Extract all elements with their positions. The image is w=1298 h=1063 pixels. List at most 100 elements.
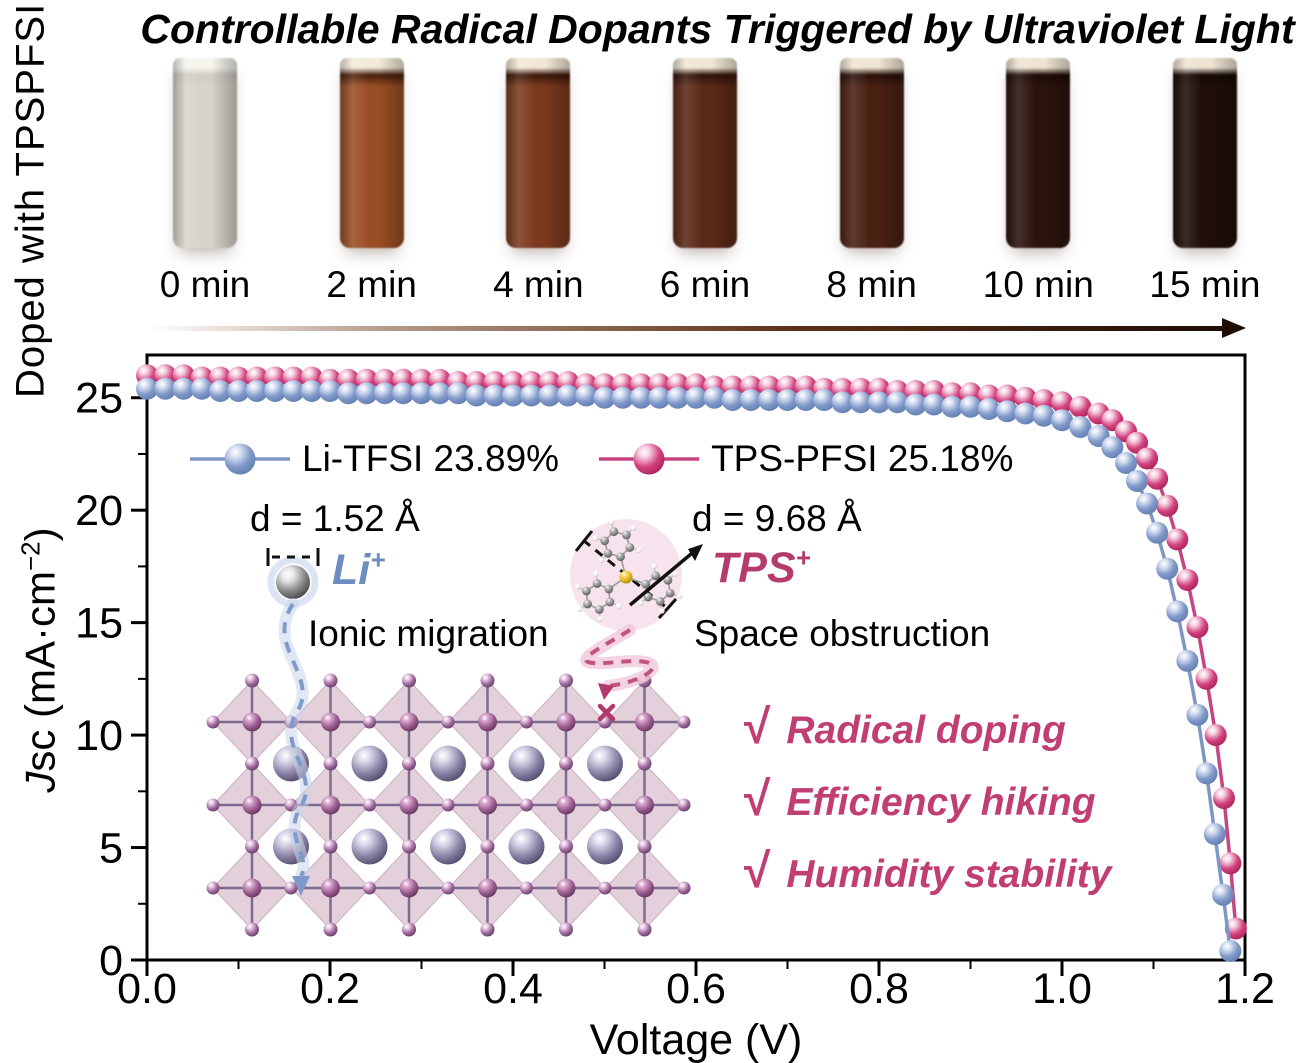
lattice-atom-small [441,798,455,812]
lattice-atom-small [206,715,220,729]
checkmark-icon: √ [744,701,771,754]
legend-marker [190,443,290,475]
lattice-atom-b-site [556,795,576,815]
vial-photo-0-min [173,58,237,248]
data-point-marker [593,386,616,409]
highlight-row: √ Humidity stability [744,844,1111,899]
data-point-marker [1136,447,1159,470]
figure-title: Controllable Radical Dopants Triggered b… [140,6,1295,52]
li-ion-sphere [266,548,320,608]
space-obstruction-arrow-head [598,683,614,700]
atom-h [574,584,581,590]
highlight-text: Humidity stability [786,853,1112,896]
lattice-atom-small [598,881,612,895]
lattice-atom-b-site [556,878,576,898]
distance-arrow-head [688,544,703,561]
lattice-atom-b-site [242,712,262,732]
atom-c [583,599,592,609]
atom-c [603,548,613,558]
vial-time-label: 2 min [326,264,417,305]
li-distance-label: d = 1.52 Å [250,498,420,539]
chart-axes: 0.0 0.2 0.4 0.6 0.8 1.0 1.2 0 5 10 15 20 25 [75,353,1275,1013]
blocked-x-mark [597,703,616,722]
y-tick-label: 20 [75,487,123,535]
legend-item-li-tfsi: Li-TFSI 23.89% [188,438,559,480]
data-point-marker [1203,823,1226,846]
atom-h [608,519,615,525]
legend-marker [599,443,700,475]
lattice-atom-small [441,881,455,895]
vial-cell: 4 min [483,58,593,306]
lattice-atom-small [441,715,455,729]
data-point-marker [886,391,909,414]
atom-h [592,535,599,542]
data-point-marker [1156,494,1179,517]
data-point-marker [1146,467,1169,490]
lattice-atom-small [323,756,338,771]
lattice-atom-a-site [508,828,545,865]
y-tick-label: 0 [99,937,123,985]
mechanism-arrows [278,598,659,896]
data-point-marker [575,384,598,407]
x-tick-label: 0.8 [849,965,909,1013]
x-tick-label: 1.2 [1215,965,1275,1013]
vial-time-label: 10 min [982,264,1094,305]
data-point-marker [1136,492,1159,515]
data-point-marker [1176,568,1199,591]
data-point-marker [813,388,836,411]
lattice-atom-b-site [399,712,419,732]
atom-c [581,586,591,596]
caliper-end-bar [657,597,678,620]
data-point-marker [190,377,213,400]
lattice-atom-b-site [635,795,654,815]
x-tick-label: 1.0 [1032,965,1092,1013]
atom-c [665,588,675,598]
data-point-marker [1186,703,1209,726]
legend-label: TPS-PFSI 25.18% [711,438,1014,479]
atom-c [663,575,673,585]
caliper-end-bar [574,530,594,552]
data-point-marker [1146,521,1169,544]
vial-cell: 6 min [650,58,760,306]
data-point-marker [1219,940,1242,963]
lattice-atom-small [363,798,376,812]
data-point-marker [1051,409,1073,432]
x-axis-title: Voltage (V) [589,1016,803,1063]
legend-item-tps-pfsi: TPS-PFSI 25.18% [597,438,1013,480]
atom-h [598,557,604,564]
data-point-marker [1166,600,1189,623]
lattice-atom-small [402,839,416,854]
highlight-row: √ Radical doping [744,700,1111,755]
atom-h [651,563,657,570]
data-point-marker [1176,649,1199,672]
lattice-atom-b-site [321,795,340,815]
atom-c [616,552,625,562]
lattice-atom-small [206,798,220,812]
data-point-marker [831,391,854,414]
lattice-atom-a-site [351,745,388,782]
data-point-marker [685,386,707,409]
lattice-atom-small [323,839,338,854]
lattice-atom-b-site [635,878,654,898]
data-point-marker [1126,469,1149,492]
atom-c [651,571,661,581]
lattice-atom-small [323,673,338,688]
distance-arrow [628,547,699,607]
space-obstruction-label: Space obstruction [694,613,991,654]
chart-series [136,364,1247,963]
atom-c [655,597,665,606]
y-tick-label: 5 [99,825,123,873]
space-obstruction-path-glow [580,624,659,692]
atom-c [594,605,604,614]
vial-cell: 8 min [817,58,927,306]
lattice-atom-b-site [399,878,419,898]
ionic-migration-label: Ionic migration [308,613,549,654]
ionic-migration-arrow-head [292,876,310,896]
atom-c [605,597,615,607]
data-point-marker [703,386,726,409]
data-point-marker [977,397,1000,420]
data-point-marker [611,386,634,409]
lattice-atom-small [520,715,533,729]
data-point-marker [1069,415,1092,438]
